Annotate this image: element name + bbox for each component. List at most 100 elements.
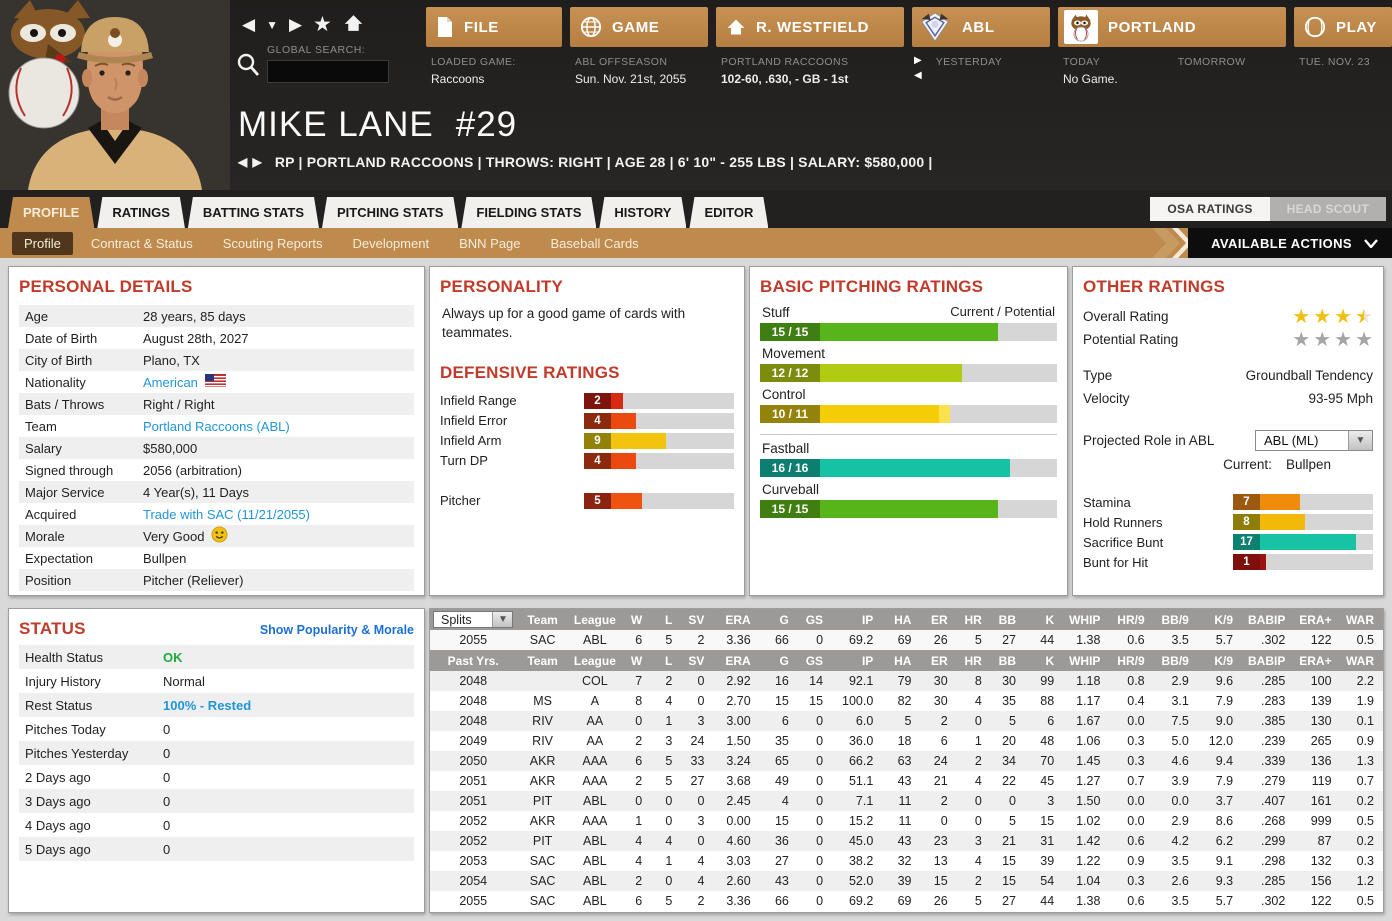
league-button[interactable]: ABL — [912, 7, 1050, 47]
stats-header-cell[interactable]: League — [573, 612, 616, 627]
table-row[interactable]: 2050 AKR AAA 6 5 33 3.24 65 0 66.2 63 24 2 34 70 1.45 0.… — [430, 751, 1383, 771]
table-row[interactable]: 2049 RIV AA 2 3 24 1.50 35 0 36.0 18 6 1 20 48 1.06 0.3 5… — [459, 734, 1374, 748]
table-row[interactable]: 2052 PIT ABL 4 4 0 4.60 36 0 45.0 43 23 3 21 31 1.42 0.6… — [430, 831, 1383, 851]
sim-forward-icon[interactable]: ▶ — [914, 55, 922, 66]
stats-header-cell[interactable]: K — [1045, 653, 1055, 668]
stats-header-cell[interactable]: BABIP — [1248, 653, 1286, 668]
stats-header-cell[interactable]: WHIP — [1069, 653, 1101, 668]
tab[interactable]: EDITOR — [689, 197, 768, 228]
subtab[interactable]: BNN Page — [459, 235, 521, 251]
available-actions-button[interactable]: AVAILABLE ACTIONS — [1188, 228, 1392, 258]
back-icon[interactable]: ◀ — [242, 15, 256, 34]
table-row[interactable]: 2051 PIT ABL 0 0 0 2.45 4 0 7.1 11 2 0 0 3 1.50 0.0 0.0 3.… — [430, 791, 1383, 811]
history-dropdown-icon[interactable]: ▼ — [266, 17, 278, 32]
stats-header-cell[interactable]: SV — [688, 653, 705, 668]
subtab[interactable]: Development — [352, 235, 430, 251]
rating-value-badge: 17 — [1233, 534, 1260, 550]
stats-header-cell[interactable]: WAR — [1346, 612, 1374, 627]
status-row-pitches-yesterday: Pitches Yesterday 0 — [19, 741, 414, 765]
stats-header-cell[interactable]: ER — [930, 653, 948, 668]
stats-header-cell[interactable]: BB/9 — [1161, 653, 1189, 668]
table-row[interactable]: 2051 AKR AAA 2 5 27 3.68 49 0 51.1 43 21 4 22 45 1.27 0.… — [459, 774, 1374, 788]
tomorrow-label[interactable]: TOMORROW — [1177, 56, 1246, 68]
stats-header-cell[interactable]: WAR — [1346, 653, 1374, 668]
table-row[interactable]: 2055 SAC ABL 6 5 2 3.36 66 0 69.2 69 26 5 27 44 1.38 0.6… — [459, 894, 1374, 908]
team-button[interactable]: PORTLAND — [1058, 7, 1286, 47]
stats-header-cell[interactable]: GS — [805, 653, 824, 668]
table-row[interactable]: 2053 SAC ABL 4 1 4 3.03 27 0 38.2 32 13 4 15 39 1.22 0.9… — [459, 854, 1374, 868]
stats-header-cell[interactable]: ERA+ — [1299, 653, 1332, 668]
stats-header-cell[interactable]: ER — [930, 612, 948, 627]
table-row[interactable]: 2054 SAC ABL 2 0 4 2.60 43 0 52.0 39 15 2 15 54 1.04 0.3… — [430, 871, 1383, 891]
team-link[interactable]: Portland Raccoons (ABL) — [143, 418, 290, 434]
prev-player-icon[interactable]: ◀ — [238, 155, 248, 169]
file-button[interactable]: FILE — [426, 7, 562, 47]
stats-header-cell[interactable]: IP — [861, 653, 874, 668]
show-popularity-morale-link[interactable]: Show Popularity & Morale — [259, 623, 414, 637]
manager-button[interactable]: R. WESTFIELD — [716, 7, 904, 47]
tab[interactable]: FIELDING STATS — [461, 197, 596, 228]
head-scout-button[interactable]: HEAD SCOUT — [1269, 197, 1386, 221]
table-row[interactable]: 2052 AKR AAA 1 0 3 0.00 15 0 15.2 11 0 0 5 15 1.02 0.0 2.… — [459, 814, 1374, 828]
stats-header-cell[interactable]: K — [1045, 612, 1055, 627]
projected-role-dropdown[interactable]: ABL (ML) ▼ — [1255, 430, 1373, 451]
osa-ratings-button[interactable]: OSA RATINGS — [1150, 197, 1270, 221]
stats-header-cell[interactable]: SV — [688, 612, 705, 627]
rating-value-badge: 5 — [584, 492, 611, 509]
stats-header-cell[interactable]: League — [573, 653, 616, 668]
acquired-link[interactable]: Trade with SAC (11/21/2055) — [143, 506, 310, 522]
stats-header-cell[interactable]: BABIP — [1248, 612, 1286, 627]
tab[interactable]: PITCHING STATS — [322, 197, 458, 228]
stats-header-cell[interactable]: HR/9 — [1117, 653, 1145, 668]
table-row[interactable]: 2055 SAC ABL 6 5 2 3.36 66 0 69.2 69 26 5 27 44 1.38 0.6… — [430, 630, 1383, 650]
stats-header-cell[interactable]: ERA — [725, 612, 751, 627]
favorites-star-icon[interactable]: ★ — [313, 13, 332, 36]
table-row[interactable]: 2048 MS A 8 4 0 2.70 15 15 100.0 82 30 4 35 88 1.17 0.4 3… — [459, 694, 1374, 708]
stats-header-cell[interactable]: W — [630, 612, 643, 627]
global-search-input[interactable] — [267, 60, 389, 83]
stats-header-cell[interactable]: HR/9 — [1117, 612, 1145, 627]
stats-header-cell[interactable]: ERA — [725, 653, 751, 668]
play-button[interactable]: PLAY — [1294, 7, 1392, 47]
stats-header-cell[interactable]: G — [779, 612, 789, 627]
subtab[interactable]: Baseball Cards — [550, 235, 639, 251]
today-label[interactable]: TODAY — [1063, 56, 1101, 68]
stats-header-cell[interactable]: L — [664, 612, 673, 627]
tab[interactable]: HISTORY — [599, 197, 686, 228]
stats-header-cell[interactable]: W — [630, 653, 643, 668]
stats-header-cell[interactable]: Team — [527, 653, 558, 668]
forward-icon[interactable]: ▶ — [288, 15, 303, 34]
home-icon[interactable] — [343, 14, 364, 35]
stats-header-cell[interactable]: IP — [861, 612, 874, 627]
subtab[interactable]: Scouting Reports — [222, 235, 323, 251]
sim-back-icon[interactable]: ◀ — [914, 70, 922, 81]
panel-title: PERSONALITY — [440, 277, 564, 296]
stats-header-cell[interactable]: K/9 — [1214, 653, 1234, 668]
stats-header-cell[interactable]: HR — [964, 653, 982, 668]
stats-header-cell[interactable]: BB — [998, 612, 1016, 627]
tab[interactable]: RATINGS — [97, 197, 185, 228]
stats-header-cell[interactable]: HA — [894, 612, 912, 627]
stats-header-cell[interactable]: HA — [894, 653, 912, 668]
stats-header-cell[interactable]: BB/9 — [1161, 612, 1189, 627]
splits-dropdown[interactable]: Splits ▼ — [433, 611, 514, 628]
subtab[interactable]: Profile — [12, 231, 73, 255]
stats-header-cell[interactable]: GS — [805, 612, 824, 627]
table-row[interactable]: 2048 COL 7 2 0 2.92 16 14 92.1 79 30 8 30 99 1.18 0.8 2.… — [430, 671, 1383, 691]
stats-header-cell[interactable]: BB — [998, 653, 1016, 668]
tab[interactable]: BATTING STATS — [188, 197, 319, 228]
game-button[interactable]: GAME — [570, 7, 708, 47]
stats-header-cell[interactable]: WHIP — [1069, 612, 1101, 627]
stats-header-cell[interactable]: HR — [964, 612, 982, 627]
tab[interactable]: PROFILE — [8, 197, 94, 228]
subtab[interactable]: Contract & Status — [90, 235, 193, 251]
stats-header-cell[interactable]: Team — [527, 612, 558, 627]
stats-header-cell[interactable]: ERA+ — [1299, 612, 1332, 627]
yesterday-label[interactable]: YESTERDAY — [935, 56, 1003, 68]
stats-header-cell[interactable]: L — [664, 653, 673, 668]
stats-header-cell[interactable]: G — [779, 653, 789, 668]
table-row[interactable]: 2048 RIV AA 0 1 3 3.00 6 0 6.0 5 2 0 5 6 1.67 0.0 7.5 9.0.… — [430, 711, 1383, 731]
nationality-link[interactable]: American — [143, 374, 198, 390]
next-player-icon[interactable]: ▶ — [252, 155, 262, 169]
stats-header-cell[interactable]: K/9 — [1214, 612, 1234, 627]
